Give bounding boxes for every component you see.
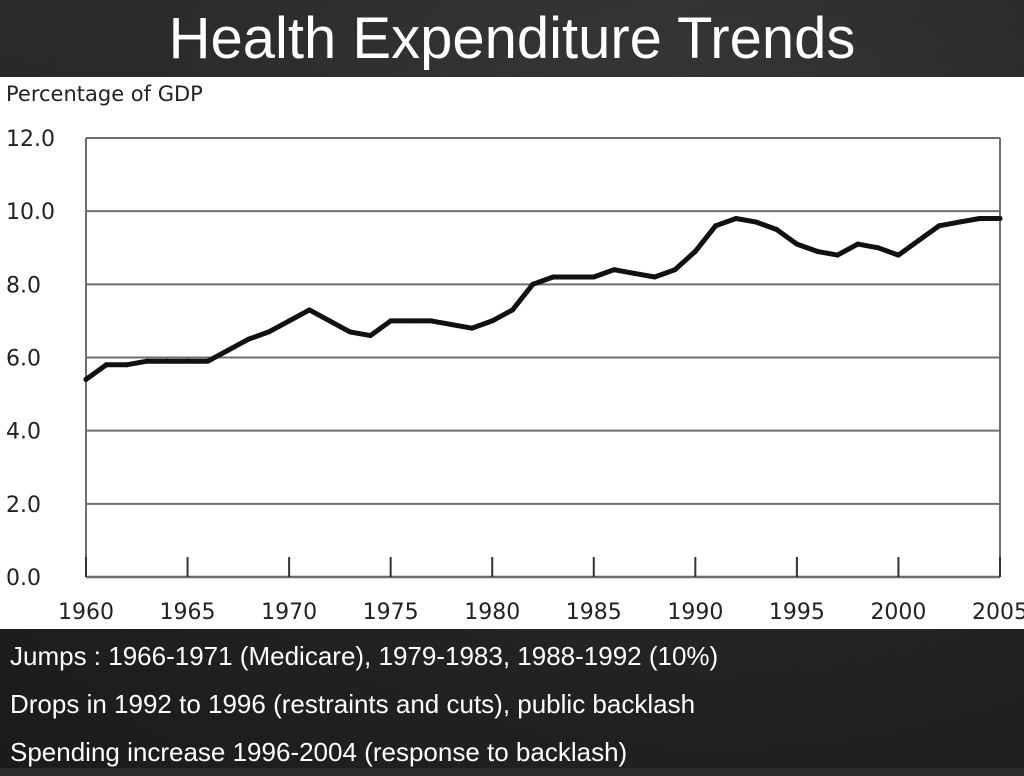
bullet-list: Jumps : 1966-1971 (Medicare), 1979-1983,… (10, 632, 1010, 776)
bullet-jumps: Jumps : 1966-1971 (Medicare), 1979-1983,… (10, 641, 719, 671)
health-expenditure-chart: Percentage of GDP 0.0 2.0 4.0 6.0 8.0 10.0 12.0… (6, 82, 1024, 625)
y-axis-label: Percentage of GDP (6, 82, 203, 106)
data-point (956, 219, 962, 225)
chart-panel: Percentage of GDP 0.0 2.0 4.0 6.0 8.0 10.0 12.0… (0, 77, 1024, 629)
x-tick-label: 1960 (58, 600, 114, 625)
data-point (124, 362, 130, 368)
x-tick-label: 1995 (769, 600, 825, 625)
data-point (388, 318, 394, 324)
data-point (855, 241, 861, 247)
data-point (530, 281, 536, 287)
data-point (185, 358, 191, 364)
data-point (225, 347, 231, 353)
data-point (611, 267, 617, 273)
data-point (652, 274, 658, 280)
x-tick-label: 1990 (667, 600, 723, 625)
data-point (144, 358, 150, 364)
data-point (814, 248, 820, 254)
data-point (692, 248, 698, 254)
data-point (245, 336, 251, 342)
data-point (875, 245, 881, 251)
x-tick-label: 1985 (566, 600, 622, 625)
data-point (774, 226, 780, 232)
data-point (631, 270, 637, 276)
y-tick-label: 8.0 (6, 273, 41, 298)
data-point (164, 358, 170, 364)
bullet-spending-increase: Spending increase 1996-2004 (response to… (10, 737, 628, 767)
data-point (347, 329, 353, 335)
data-point (266, 329, 272, 335)
data-point (550, 274, 556, 280)
x-tick-label: 1965 (160, 600, 216, 625)
y-tick-label: 4.0 (6, 420, 41, 445)
data-point (489, 318, 495, 324)
data-point (916, 237, 922, 243)
data-point (449, 322, 455, 328)
data-point (83, 376, 89, 382)
data-point (713, 223, 719, 229)
data-point (794, 241, 800, 247)
data-point (895, 252, 901, 258)
data-point (835, 252, 841, 258)
x-tick-label: 1980 (464, 600, 520, 625)
data-point (570, 274, 576, 280)
data-point (469, 325, 475, 331)
y-tick-label: 12.0 (6, 127, 55, 152)
x-tick-label: 1975 (363, 600, 419, 625)
slide-title: Health Expenditure Trends (168, 6, 856, 71)
y-tick-label: 10.0 (6, 200, 55, 225)
y-tick-label: 2.0 (6, 493, 41, 518)
data-point (286, 318, 292, 324)
x-tick-label: 2000 (870, 600, 926, 625)
y-tick-label: 0.0 (6, 566, 41, 591)
data-point (591, 274, 597, 280)
data-point (306, 307, 312, 313)
data-point (327, 318, 333, 324)
data-point (367, 333, 373, 339)
data-point (103, 362, 109, 368)
series-line-0 (83, 216, 1003, 382)
data-point (205, 358, 211, 364)
y-tick-label: 6.0 (6, 347, 41, 372)
data-point (733, 215, 739, 221)
data-point (977, 215, 983, 221)
x-tick-label: 1970 (261, 600, 317, 625)
data-point (408, 318, 414, 324)
bullet-drops: Drops in 1992 to 1996 (restraints and cu… (10, 689, 696, 719)
data-point (428, 318, 434, 324)
data-point (753, 219, 759, 225)
x-tick-label: 2005 (972, 600, 1024, 625)
data-point (672, 267, 678, 273)
data-point (997, 215, 1003, 221)
data-point (936, 223, 942, 229)
data-point (510, 307, 516, 313)
